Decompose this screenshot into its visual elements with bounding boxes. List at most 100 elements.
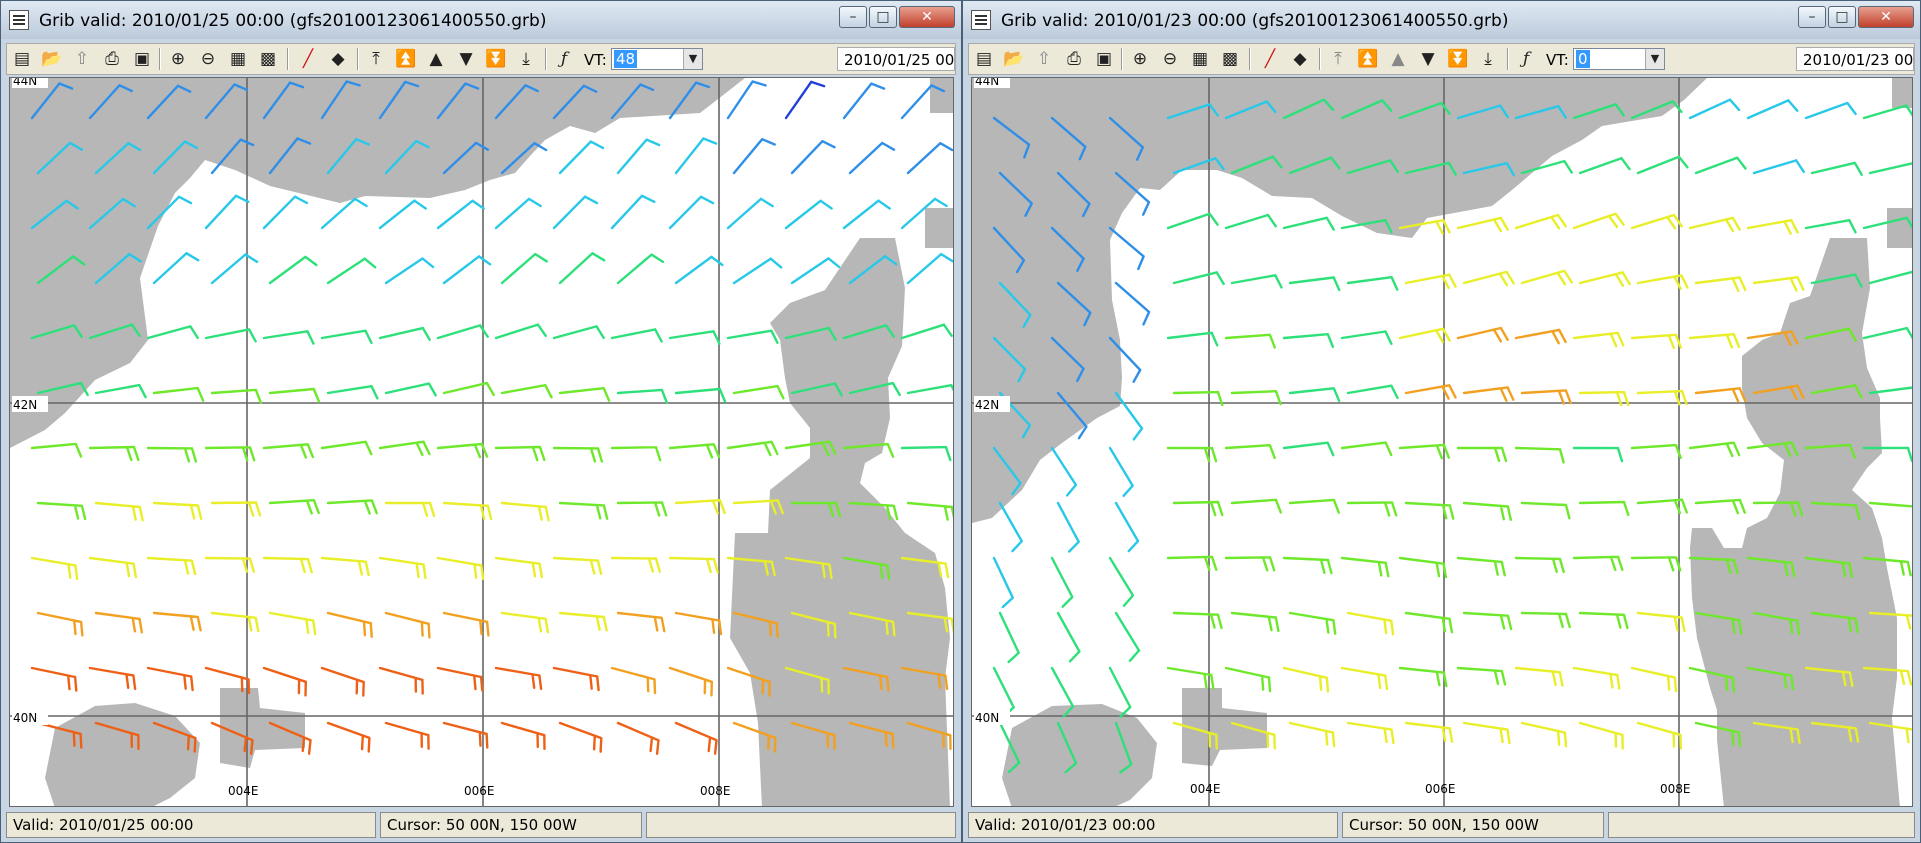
- wind-barb: [442, 721, 489, 749]
- window-restore-icon[interactable]: □: [869, 6, 897, 28]
- status-extra: [1608, 812, 1915, 838]
- wind-barb: [1224, 666, 1272, 693]
- zoom-in-icon[interactable]: ⊕: [1132, 49, 1148, 69]
- wind-barb: [674, 721, 718, 755]
- wind-barb: [442, 255, 492, 285]
- wind-map-svg[interactable]: 44N 42N 40N 004E 006E 008E: [10, 78, 954, 807]
- grib-map[interactable]: 44N 42N 40N 004E 006E 008E: [9, 77, 954, 807]
- land-masses: [10, 78, 953, 806]
- up-two-levels-icon[interactable]: ⏫: [395, 49, 417, 69]
- up-one-level-icon[interactable]: ▲: [429, 49, 443, 69]
- wind-barb: [848, 501, 899, 521]
- grib-map[interactable]: 44N 42N 40N 004E 006E 008E: [971, 77, 1913, 807]
- wind-barb: [1862, 104, 1912, 120]
- window-restore-icon[interactable]: □: [1828, 6, 1856, 28]
- down-one-level-icon[interactable]: ▼: [1421, 49, 1435, 69]
- wind-barb: [1172, 157, 1225, 175]
- wind-barb: [1520, 389, 1572, 405]
- point-icon[interactable]: ◆: [331, 49, 345, 69]
- font-icon[interactable]: ƒ: [560, 49, 568, 69]
- vt-select[interactable]: 48 ▼: [611, 48, 703, 70]
- wind-barb: [1694, 276, 1747, 292]
- window-close-icon[interactable]: ✕: [1858, 6, 1914, 28]
- wind-barb: [326, 138, 370, 175]
- print-icon[interactable]: ⎙: [105, 49, 119, 69]
- wind-barb: [262, 81, 305, 120]
- print-icon[interactable]: ⎙: [1067, 49, 1081, 69]
- down-one-level-icon[interactable]: ▼: [459, 49, 473, 69]
- grib-file-icon[interactable]: ▤: [13, 49, 31, 69]
- zoom-out-icon[interactable]: ⊖: [1162, 49, 1178, 69]
- open-icon[interactable]: 📂: [1003, 49, 1025, 69]
- wind-barb: [1108, 226, 1145, 271]
- wind-barb: [992, 116, 1031, 159]
- title-bar[interactable]: Grib valid: 2010/01/25 00:00 (gfs2010012…: [1, 1, 961, 39]
- lat-label-bg: [12, 78, 48, 88]
- wind-barb: [262, 195, 309, 230]
- wind-barb: [1166, 331, 1219, 347]
- wind-barb: [784, 199, 833, 230]
- wind-barb: [262, 666, 307, 697]
- wind-map-svg[interactable]: 44N 42N 40N 004E 006E 008E: [972, 78, 1913, 807]
- wind-barb: [1810, 161, 1863, 176]
- down-two-levels-icon[interactable]: ⏬: [485, 49, 507, 69]
- upload-icon[interactable]: ⇧: [74, 49, 90, 69]
- wind-barb: [36, 255, 86, 285]
- window-minimize-icon[interactable]: –: [839, 6, 867, 28]
- lat-label-42n: 42N: [13, 398, 37, 412]
- draw-line-icon[interactable]: ╱: [1264, 49, 1276, 69]
- wind-barb: [1462, 386, 1515, 402]
- vt-value: 48: [614, 50, 638, 68]
- bottom-level-icon[interactable]: ⤓: [522, 49, 530, 69]
- zoom-reset-icon[interactable]: ▩: [259, 49, 277, 69]
- wind-barb: [784, 556, 833, 580]
- wind-barb: [732, 499, 784, 515]
- top-level-icon[interactable]: ⤒: [1334, 49, 1342, 69]
- wind-barb: [1108, 556, 1135, 607]
- wind-barb: [204, 556, 255, 573]
- zoom-in-icon[interactable]: ⊕: [170, 49, 186, 69]
- draw-line-icon[interactable]: ╱: [302, 49, 314, 69]
- wind-barb: [94, 253, 142, 285]
- delete-icon[interactable]: ▣: [133, 49, 151, 69]
- wind-barb: [1514, 556, 1565, 574]
- vt-select[interactable]: 0 ▼: [1573, 48, 1665, 70]
- wind-barb: [1108, 336, 1142, 383]
- window-close-icon[interactable]: ✕: [899, 6, 955, 28]
- wind-barb: [1694, 611, 1743, 635]
- up-one-level-icon[interactable]: ▲: [1391, 49, 1405, 69]
- wind-barb: [1346, 721, 1395, 745]
- grib-file-icon[interactable]: ▤: [975, 49, 993, 69]
- wind-barb: [1514, 666, 1564, 687]
- wind-barb: [210, 388, 262, 404]
- zoom-box-icon[interactable]: ▦: [229, 49, 247, 69]
- wind-barb: [900, 197, 948, 230]
- point-icon[interactable]: ◆: [1293, 49, 1307, 69]
- wind-barb: [1346, 159, 1399, 175]
- zoom-reset-icon[interactable]: ▩: [1221, 49, 1239, 69]
- font-icon[interactable]: ƒ: [1522, 49, 1530, 69]
- open-icon[interactable]: 📂: [41, 49, 63, 69]
- wind-barb: [262, 556, 313, 574]
- window-minimize-icon[interactable]: –: [1798, 6, 1826, 28]
- wind-barb: [1346, 501, 1398, 517]
- dropdown-arrow-icon[interactable]: ▼: [1645, 49, 1664, 69]
- wind-barb: [1282, 666, 1330, 693]
- wind-barb: [1230, 155, 1283, 175]
- title-bar[interactable]: Grib valid: 2010/01/23 00:00 (gfs2010012…: [963, 1, 1920, 39]
- zoom-box-icon[interactable]: ▦: [1191, 49, 1209, 69]
- up-two-levels-icon[interactable]: ⏫: [1357, 49, 1379, 69]
- zoom-out-icon[interactable]: ⊖: [200, 49, 216, 69]
- wind-barb: [436, 666, 484, 692]
- top-level-icon[interactable]: ⤒: [372, 49, 380, 69]
- wind-barb: [1752, 384, 1805, 401]
- delete-icon[interactable]: ▣: [1095, 49, 1113, 69]
- upload-icon[interactable]: ⇧: [1036, 49, 1052, 69]
- dropdown-arrow-icon[interactable]: ▼: [683, 49, 702, 69]
- down-two-levels-icon[interactable]: ⏬: [1447, 49, 1469, 69]
- wind-barb: [1688, 216, 1741, 233]
- wind-barb: [610, 194, 656, 230]
- wind-barb: [500, 252, 548, 285]
- bottom-level-icon[interactable]: ⤓: [1484, 49, 1492, 69]
- wind-barb: [848, 141, 896, 175]
